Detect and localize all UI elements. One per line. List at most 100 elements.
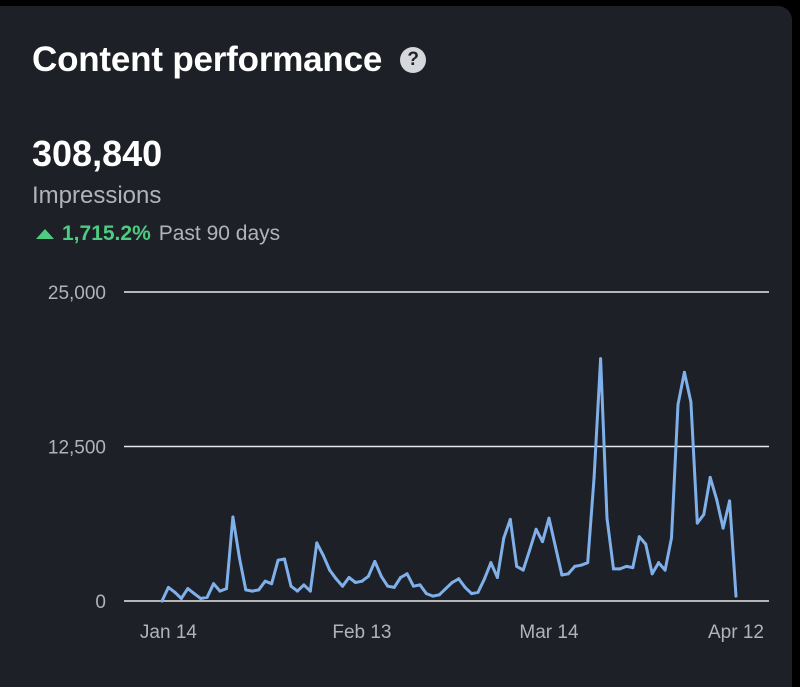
- data-point[interactable]: [579, 563, 583, 567]
- data-point[interactable]: [166, 585, 170, 589]
- data-point[interactable]: [708, 475, 712, 479]
- data-point[interactable]: [295, 589, 299, 593]
- data-point[interactable]: [424, 592, 428, 596]
- data-point[interactable]: [212, 582, 216, 586]
- data-point[interactable]: [470, 592, 474, 596]
- data-point[interactable]: [283, 557, 287, 561]
- data-point[interactable]: [231, 515, 235, 519]
- data-point[interactable]: [650, 572, 654, 576]
- data-point[interactable]: [315, 541, 319, 545]
- data-point[interactable]: [302, 583, 306, 587]
- data-point[interactable]: [586, 561, 590, 565]
- data-point[interactable]: [450, 580, 454, 584]
- data-point[interactable]: [405, 572, 409, 576]
- data-point[interactable]: [218, 589, 222, 593]
- data-point[interactable]: [418, 583, 422, 587]
- data-point[interactable]: [444, 587, 448, 591]
- data-point[interactable]: [482, 577, 486, 581]
- data-point[interactable]: [321, 553, 325, 557]
- data-point[interactable]: [257, 588, 261, 592]
- data-point[interactable]: [308, 589, 312, 593]
- data-point[interactable]: [457, 577, 461, 581]
- data-point[interactable]: [573, 564, 577, 568]
- data-point[interactable]: [734, 594, 738, 598]
- data-point[interactable]: [521, 568, 525, 572]
- data-point[interactable]: [244, 588, 248, 592]
- trend-row: 1,715.2% Past 90 days: [36, 222, 280, 246]
- data-point[interactable]: [689, 400, 693, 404]
- trend-period: Past 90 days: [158, 222, 281, 245]
- data-point[interactable]: [502, 536, 506, 540]
- scrollbar[interactable]: [792, 6, 800, 681]
- data-point[interactable]: [192, 592, 196, 596]
- data-point[interactable]: [489, 561, 493, 565]
- data-point[interactable]: [611, 567, 615, 571]
- data-point[interactable]: [463, 585, 467, 589]
- data-point[interactable]: [250, 589, 254, 593]
- data-point[interactable]: [728, 499, 732, 503]
- data-point[interactable]: [386, 584, 390, 588]
- data-point[interactable]: [431, 594, 435, 598]
- data-point[interactable]: [392, 585, 396, 589]
- data-point[interactable]: [237, 556, 241, 560]
- data-point[interactable]: [366, 574, 370, 578]
- data-point[interactable]: [682, 370, 686, 374]
- data-point[interactable]: [560, 573, 564, 577]
- data-point[interactable]: [631, 566, 635, 570]
- data-point[interactable]: [644, 542, 648, 546]
- data-point[interactable]: [541, 540, 545, 544]
- data-point[interactable]: [534, 527, 538, 531]
- data-point[interactable]: [702, 512, 706, 516]
- data-point[interactable]: [289, 584, 293, 588]
- data-point[interactable]: [637, 535, 641, 539]
- data-point[interactable]: [566, 572, 570, 576]
- data-point[interactable]: [160, 599, 164, 603]
- data-point[interactable]: [224, 587, 228, 591]
- impressions-series-line: [160, 357, 738, 603]
- data-point[interactable]: [670, 536, 674, 540]
- data-point[interactable]: [373, 559, 377, 563]
- data-point[interactable]: [624, 564, 628, 568]
- data-point[interactable]: [334, 577, 338, 581]
- data-point[interactable]: [476, 590, 480, 594]
- data-point[interactable]: [508, 517, 512, 521]
- data-point[interactable]: [379, 574, 383, 578]
- data-point[interactable]: [270, 582, 274, 586]
- data-point[interactable]: [715, 498, 719, 502]
- data-point[interactable]: [179, 597, 183, 601]
- data-point[interactable]: [437, 593, 441, 597]
- data-point[interactable]: [341, 584, 345, 588]
- data-point[interactable]: [547, 516, 551, 520]
- data-point[interactable]: [695, 521, 699, 525]
- x-tick-label: Apr 12: [708, 622, 764, 643]
- y-tick-label: 0: [95, 592, 106, 613]
- data-point[interactable]: [663, 568, 667, 572]
- data-point[interactable]: [347, 576, 351, 580]
- data-point[interactable]: [353, 580, 357, 584]
- data-point[interactable]: [528, 548, 532, 552]
- data-point[interactable]: [173, 590, 177, 594]
- data-point[interactable]: [495, 576, 499, 580]
- data-point[interactable]: [360, 579, 364, 583]
- data-point[interactable]: [199, 597, 203, 601]
- x-tick-label: Jan 14: [140, 622, 197, 643]
- trend-up-arrow-icon: [36, 229, 54, 239]
- data-point[interactable]: [186, 587, 190, 591]
- data-point[interactable]: [657, 561, 661, 565]
- x-tick-label: Mar 14: [519, 622, 579, 643]
- data-point[interactable]: [276, 558, 280, 562]
- data-point[interactable]: [599, 357, 603, 361]
- data-point[interactable]: [721, 526, 725, 530]
- question-circle-icon[interactable]: ?: [400, 47, 427, 73]
- data-point[interactable]: [205, 595, 209, 599]
- data-point[interactable]: [263, 579, 267, 583]
- data-point[interactable]: [605, 516, 609, 520]
- data-point[interactable]: [553, 545, 557, 549]
- data-point[interactable]: [618, 567, 622, 571]
- data-point[interactable]: [412, 584, 416, 588]
- data-point[interactable]: [592, 475, 596, 479]
- data-point[interactable]: [515, 564, 519, 568]
- data-point[interactable]: [399, 576, 403, 580]
- data-point[interactable]: [328, 568, 332, 572]
- data-point[interactable]: [676, 402, 680, 406]
